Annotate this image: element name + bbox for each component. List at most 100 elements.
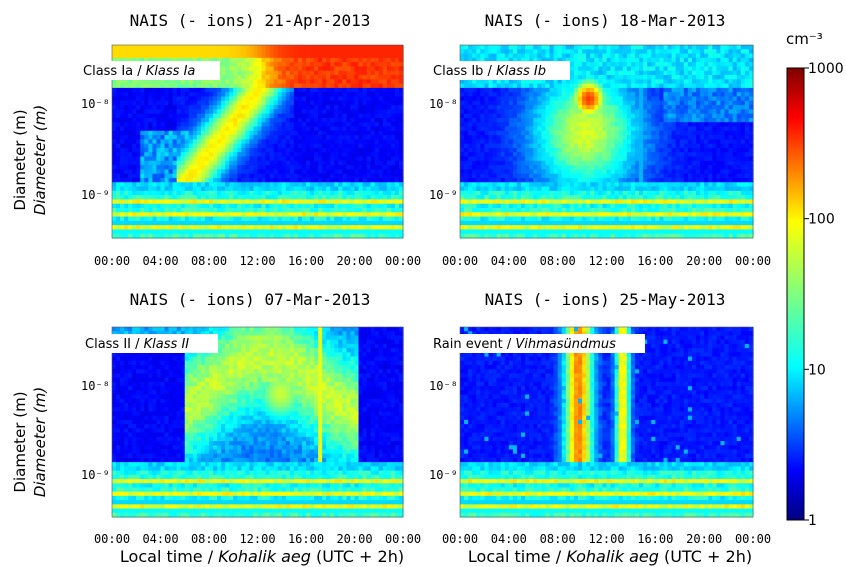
heatmap-cell <box>217 177 222 183</box>
heatmap-cell <box>354 203 360 209</box>
heatmap-cell <box>338 199 343 205</box>
heatmap-cell <box>569 53 575 59</box>
heatmap-cell <box>289 195 295 200</box>
heatmap-cell <box>508 79 514 85</box>
heatmap-cell <box>180 195 186 200</box>
heatmap-cell <box>358 96 364 102</box>
heatmap-cell <box>330 199 335 205</box>
heatmap-cell <box>354 212 360 218</box>
heatmap-cell <box>261 109 267 115</box>
heatmap-cell <box>578 169 583 175</box>
heatmap-cell <box>297 113 303 119</box>
heatmap-cell <box>164 87 170 93</box>
heatmap-cell <box>168 225 174 231</box>
heatmap-cell <box>398 62 404 68</box>
heatmap-cell <box>289 66 295 72</box>
heatmap-cell <box>112 182 117 188</box>
heatmap-cell <box>606 173 612 179</box>
heatmap-cell <box>164 199 170 205</box>
heatmap-cell <box>382 87 388 93</box>
heatmap-cell <box>382 165 388 170</box>
heatmap-cell <box>500 160 506 166</box>
heatmap-cell <box>386 199 392 205</box>
heatmap-cell <box>354 229 360 235</box>
heatmap-cell <box>310 96 315 102</box>
heatmap-cell <box>516 220 522 226</box>
heatmap-cell <box>480 177 486 183</box>
heatmap-cell <box>245 49 251 55</box>
heatmap-cell <box>398 57 404 63</box>
heatmap-cell <box>188 100 194 106</box>
heatmap-cell <box>144 126 149 132</box>
heatmap-cell <box>504 160 510 166</box>
heatmap-cell <box>261 147 267 153</box>
heatmap-cell <box>512 160 518 166</box>
heatmap-cell <box>378 225 384 231</box>
heatmap-cell <box>342 225 348 231</box>
heatmap-cell <box>338 207 343 213</box>
heatmap-cell <box>152 117 158 123</box>
heatmap-cell <box>346 233 352 239</box>
heatmap-cell <box>561 139 567 145</box>
heatmap-cell <box>249 165 255 170</box>
heatmap-cell <box>265 113 271 119</box>
heatmap-cell <box>180 96 186 102</box>
heatmap-cell <box>310 169 315 175</box>
heatmap-cell <box>370 233 376 239</box>
heatmap-cell <box>529 53 534 59</box>
heatmap-cell <box>120 53 125 59</box>
heatmap-cell <box>196 57 202 63</box>
heatmap-cell <box>269 169 275 175</box>
heatmap-cell <box>310 229 315 235</box>
heatmap-cell <box>136 173 141 179</box>
heatmap-cell <box>124 156 129 162</box>
heatmap-cell <box>200 212 206 218</box>
heatmap-cell <box>525 199 530 205</box>
heatmap-cell <box>217 53 222 59</box>
heatmap-cell <box>549 160 555 166</box>
heatmap-cell <box>297 225 303 231</box>
heatmap-cell <box>496 186 502 192</box>
heatmap-cell <box>188 83 194 89</box>
heatmap-cell <box>136 83 141 89</box>
heatmap-cell <box>156 135 162 140</box>
heatmap-cell <box>128 100 133 106</box>
heatmap-cell <box>265 57 271 63</box>
heatmap-cell <box>160 186 166 192</box>
heatmap-cell <box>168 207 174 213</box>
heatmap-cell <box>504 156 510 162</box>
heatmap-cell <box>192 169 198 175</box>
heatmap-cell <box>398 66 404 72</box>
heatmap-cell <box>488 79 494 85</box>
heatmap-cell <box>561 49 567 55</box>
x-tick-label: 00:00 <box>94 254 130 268</box>
heatmap-cell <box>578 70 583 76</box>
heatmap-cell <box>192 143 198 149</box>
heatmap-cell <box>326 216 331 222</box>
heatmap-cell <box>516 113 522 119</box>
heatmap-cell <box>253 177 259 183</box>
heatmap-cell <box>310 195 315 200</box>
heatmap-cell <box>281 126 287 132</box>
heatmap-cell <box>610 177 616 183</box>
heatmap-cell <box>338 169 343 175</box>
heatmap-cell <box>590 186 595 192</box>
heatmap-cell <box>614 126 620 132</box>
heatmap-cell <box>229 156 234 162</box>
heatmap-cell <box>561 87 567 93</box>
heatmap-cell <box>468 109 473 115</box>
heatmap-cell <box>602 45 608 50</box>
heatmap-cell <box>297 117 303 123</box>
heatmap-cell <box>233 83 238 89</box>
heatmap-cell <box>537 122 542 128</box>
heatmap-cell <box>492 220 498 226</box>
heatmap-cell <box>460 207 465 213</box>
heatmap-cell <box>382 96 388 102</box>
heatmap-cell <box>188 105 194 110</box>
heatmap-cell <box>370 182 376 188</box>
heatmap-cell <box>261 173 267 179</box>
heatmap-cell <box>136 207 141 213</box>
heatmap-cell <box>512 139 518 145</box>
heatmap-cell <box>204 139 210 145</box>
heatmap-cell <box>590 160 595 166</box>
